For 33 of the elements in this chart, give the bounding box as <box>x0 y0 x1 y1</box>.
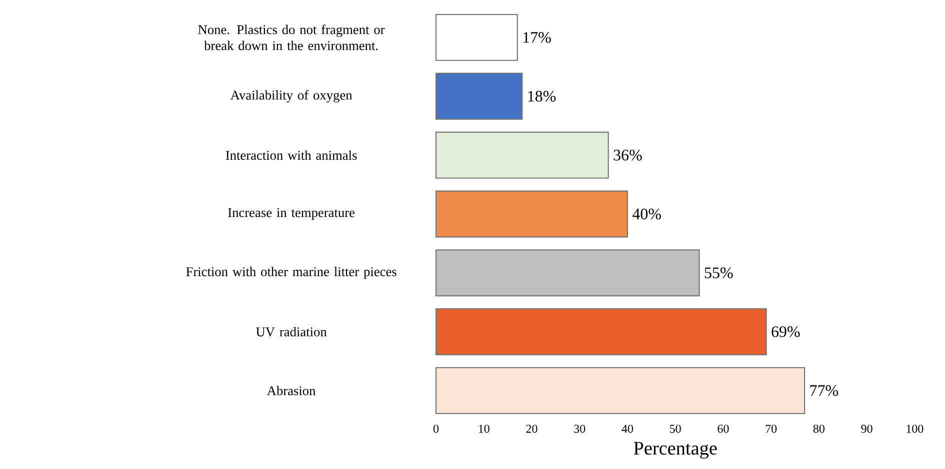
y-tick-label: Abrasion <box>266 386 316 396</box>
bar <box>435 132 609 179</box>
x-tick-label: 10 <box>478 424 490 433</box>
y-tick-label: Interaction with animals <box>226 150 357 160</box>
x-tick-label: 40 <box>622 424 634 433</box>
x-tick-label: 50 <box>670 424 681 433</box>
bar <box>435 308 767 356</box>
data-label: 55% <box>704 267 733 278</box>
x-tick-label: 80 <box>813 424 824 433</box>
bar <box>435 249 700 296</box>
y-tick-label: None. Plastics do not fragment or break down in the environment. <box>198 24 385 50</box>
data-label: 36% <box>614 150 642 161</box>
data-label: 40% <box>632 208 661 220</box>
data-label: 17% <box>523 32 551 43</box>
x-tick-label: 70 <box>766 424 777 433</box>
data-label: 77% <box>810 385 838 396</box>
x-tick-label: 30 <box>574 424 586 433</box>
bar <box>435 14 518 61</box>
data-label: 18% <box>528 90 556 102</box>
y-tick-label: Availability of oxygen <box>230 90 352 102</box>
y-tick-label: Friction with other marine litter pieces <box>186 266 396 279</box>
y-tick-label: UV radiation <box>256 326 327 336</box>
x-tick-label: 100 <box>906 424 924 433</box>
x-tick-label: 0 <box>433 424 439 433</box>
x-axis-title: Percentage <box>634 442 717 459</box>
bar <box>435 190 628 238</box>
x-tick-label: 60 <box>718 424 729 433</box>
x-tick-label: 20 <box>526 424 538 433</box>
y-tick-label: Increase in temperature <box>228 208 355 220</box>
bar <box>435 367 806 414</box>
data-label: 69% <box>772 326 800 338</box>
bar <box>435 72 523 120</box>
x-tick-label: 90 <box>861 424 872 433</box>
